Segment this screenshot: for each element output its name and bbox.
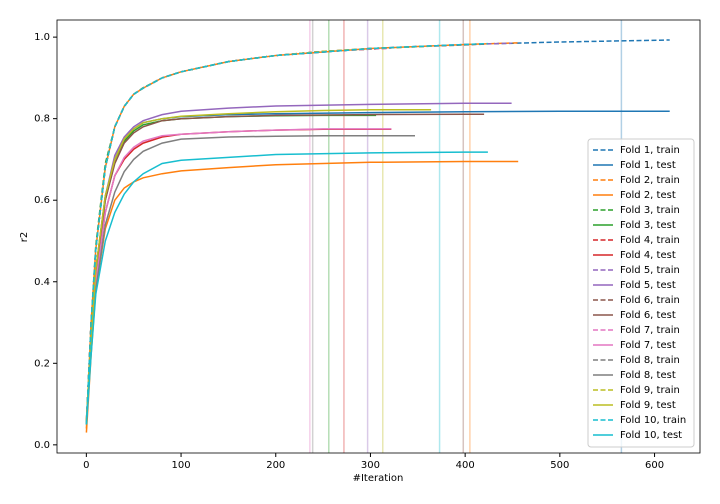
legend-label: Fold 6, train bbox=[620, 295, 680, 306]
legend-label: Fold 1, train bbox=[620, 145, 680, 156]
y-tick-label: 0.8 bbox=[34, 114, 50, 125]
x-tick-label: 200 bbox=[266, 460, 285, 471]
legend-label: Fold 9, test bbox=[620, 400, 676, 411]
x-tick-label: 0 bbox=[83, 460, 89, 471]
legend: Fold 1, train Fold 1, test Fold 2, train Fo… bbox=[587, 138, 695, 448]
legend-label: Fold 5, test bbox=[620, 280, 676, 291]
series-line bbox=[85, 135, 415, 425]
series-line bbox=[85, 42, 512, 425]
legend-label: Fold 3, test bbox=[620, 220, 676, 231]
legend-label: Fold 7, train bbox=[620, 325, 680, 336]
legend-label: Fold 4, test bbox=[620, 250, 676, 261]
series-line bbox=[85, 39, 670, 425]
legend-label: Fold 8, test bbox=[620, 370, 676, 381]
series-line bbox=[85, 43, 485, 425]
legend-label: Fold 7, test bbox=[620, 340, 676, 351]
series-line bbox=[85, 46, 416, 425]
x-tick-label: 600 bbox=[645, 460, 664, 471]
x-tick-label: 100 bbox=[172, 460, 191, 471]
y-axis-label: r2 bbox=[19, 232, 30, 242]
plot-frame bbox=[56, 19, 701, 454]
legend-label: Fold 4, train bbox=[620, 235, 680, 246]
x-tick-label: 300 bbox=[361, 460, 380, 471]
series-line bbox=[85, 110, 670, 425]
legend-label: Fold 5, train bbox=[620, 265, 680, 276]
series-line bbox=[85, 128, 392, 425]
series-line bbox=[85, 113, 485, 425]
legend-label: Fold 2, test bbox=[620, 190, 676, 201]
x-tick-label: 500 bbox=[550, 460, 569, 471]
legend-label: Fold 3, train bbox=[620, 205, 680, 216]
series-line bbox=[85, 114, 377, 421]
legend-label: Fold 8, train bbox=[620, 355, 680, 366]
legend-label: Fold 9, train bbox=[620, 385, 680, 396]
legend-label: Fold 2, train bbox=[620, 175, 680, 186]
y-tick-label: 0.2 bbox=[34, 358, 50, 369]
legend-label: Fold 10, test bbox=[620, 430, 682, 441]
series-line bbox=[85, 102, 512, 421]
series-line bbox=[85, 151, 488, 425]
series-line bbox=[85, 128, 392, 425]
series-line bbox=[85, 42, 519, 429]
y-tick-label: 0.6 bbox=[34, 195, 50, 206]
series-line bbox=[85, 160, 519, 433]
legend-box bbox=[587, 138, 695, 448]
legend-label: Fold 1, test bbox=[620, 160, 676, 171]
y-tick-label: 1.0 bbox=[34, 32, 50, 43]
x-axis-label: #Iteration bbox=[353, 473, 404, 484]
series-line bbox=[85, 42, 488, 425]
legend-label: Fold 10, train bbox=[620, 415, 686, 426]
x-tick-label: 400 bbox=[456, 460, 475, 471]
series-line bbox=[85, 45, 432, 425]
y-tick-label: 0.0 bbox=[34, 440, 50, 451]
series-line bbox=[85, 108, 432, 421]
y-tick-label: 0.4 bbox=[34, 277, 50, 288]
legend-label: Fold 6, test bbox=[620, 310, 676, 321]
